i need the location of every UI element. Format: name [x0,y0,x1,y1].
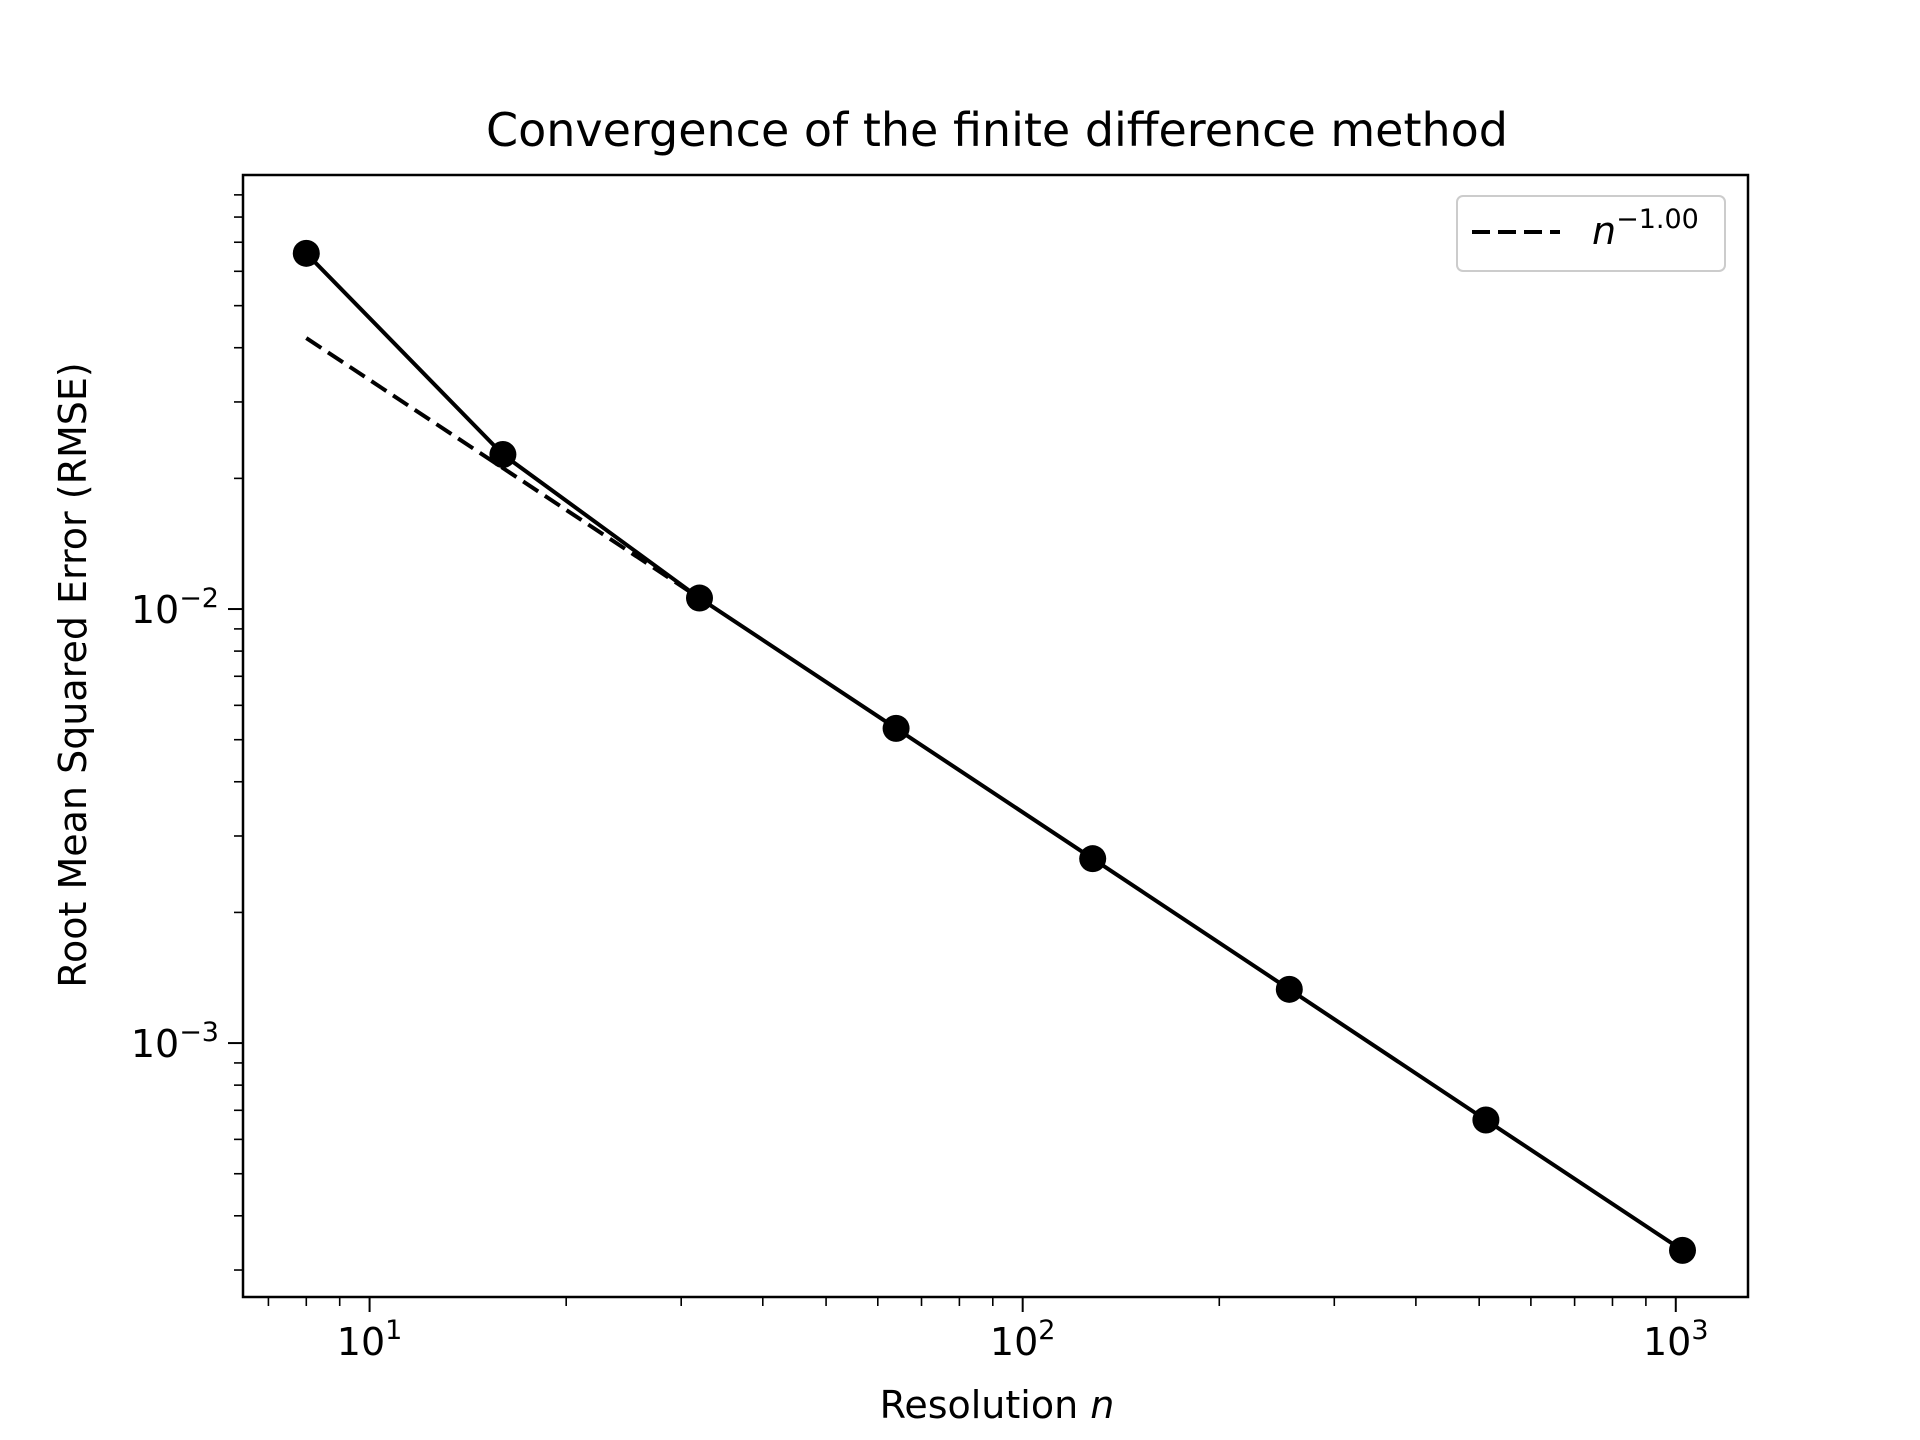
x-axis-label-variable: n [1090,1383,1114,1427]
y-major-ticks: 10−210−3 [131,583,243,1066]
x-major-ticks: 101 102 103 [337,1297,1709,1364]
y-axis-label: Root Mean Squared Error (RMSE) [51,362,95,987]
x-tick-label-base: 10 [1643,1320,1691,1364]
series-layer [292,239,1697,1264]
x-tick-label-base: 10 [990,1320,1038,1364]
x-tick-label-exponent: 3 [1691,1315,1708,1346]
chart-title: Convergence of the finite difference met… [486,103,1508,157]
rmse-data-point [685,584,713,612]
y-tick-label-base: 10 [131,588,179,632]
legend-label-variable: n [1592,209,1616,253]
y-axis: 10−210−3 Root Mean Squared Error (RMSE) [51,194,243,1271]
y-tick-label-exponent: −2 [179,583,219,614]
reference-slope-line [305,336,701,600]
y-tick-label-exponent: −3 [179,1017,219,1048]
rmse-data-point [882,714,910,742]
legend-label-exponent: −1.00 [1616,204,1699,235]
rmse-data-point [292,239,320,267]
rmse-data-point [1669,1236,1697,1264]
legend: n−1.00 [1456,195,1726,272]
x-minor-ticks [267,1297,1647,1306]
rmse-data-point [1079,845,1107,873]
plot-frame [241,173,1750,1299]
x-axis-label-text: Resolution [880,1383,1079,1427]
rmse-data-point [1275,975,1303,1003]
plot-area [241,173,1750,1299]
x-tick-label: 102 [990,1315,1056,1364]
x-tick-label-base: 10 [337,1320,385,1364]
y-minor-ticks [234,194,243,1271]
x-tick-label-exponent: 1 [385,1315,402,1346]
y-tick-label-base: 10 [131,1022,179,1066]
y-tick-label: 10−2 [131,583,219,632]
x-tick-label-exponent: 2 [1038,1315,1055,1346]
rmse-data-point [1472,1106,1500,1134]
x-tick-label: 101 [337,1315,403,1364]
y-tick-label: 10−3 [131,1017,219,1066]
rmse-data-point [489,441,517,469]
x-tick-label: 103 [1643,1315,1709,1364]
x-axis: 101 102 103 Resolution n [267,1297,1709,1427]
legend-box [1456,195,1726,272]
legend-label: n−1.00 [1592,204,1699,253]
rmse-series-line [304,251,1684,1253]
x-axis-label: Resolution n [880,1383,1115,1427]
